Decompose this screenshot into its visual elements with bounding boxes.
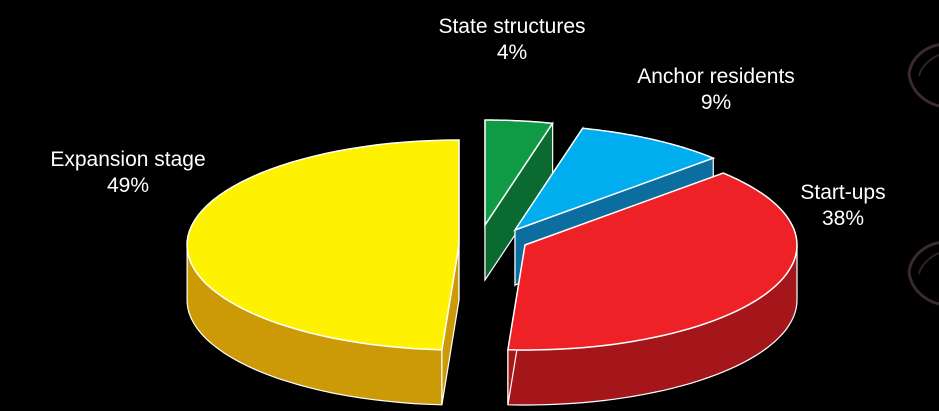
- pie-tops: [186, 119, 798, 351]
- slice-value: 4%: [496, 41, 528, 64]
- slice-label-state-structures: State structures 4%: [438, 14, 585, 66]
- slice-value: 38%: [821, 207, 865, 230]
- slice-name: State structures: [438, 15, 586, 38]
- slice-name: Anchor residents: [637, 65, 795, 88]
- pie-slice-anchor-residents: [513, 127, 716, 232]
- slice-value: 49%: [106, 174, 150, 197]
- slice-label-anchor-residents: Anchor residents 9%: [637, 64, 795, 116]
- slice-name: Expansion stage: [50, 148, 206, 171]
- slice-label-start-ups: Start-ups 38%: [800, 180, 885, 232]
- pie-slice-expansion-stage: [186, 139, 460, 351]
- pie-slice-state-structures: [484, 119, 554, 228]
- slice-label-expansion-stage: Expansion stage 49%: [50, 147, 205, 199]
- logo-watermark-icon: [907, 43, 939, 108]
- slice-value: 9%: [700, 91, 732, 114]
- pie-slice-start-ups: [507, 172, 798, 351]
- slice-name: Start-ups: [800, 181, 886, 204]
- logo-watermark-icon: [907, 241, 939, 306]
